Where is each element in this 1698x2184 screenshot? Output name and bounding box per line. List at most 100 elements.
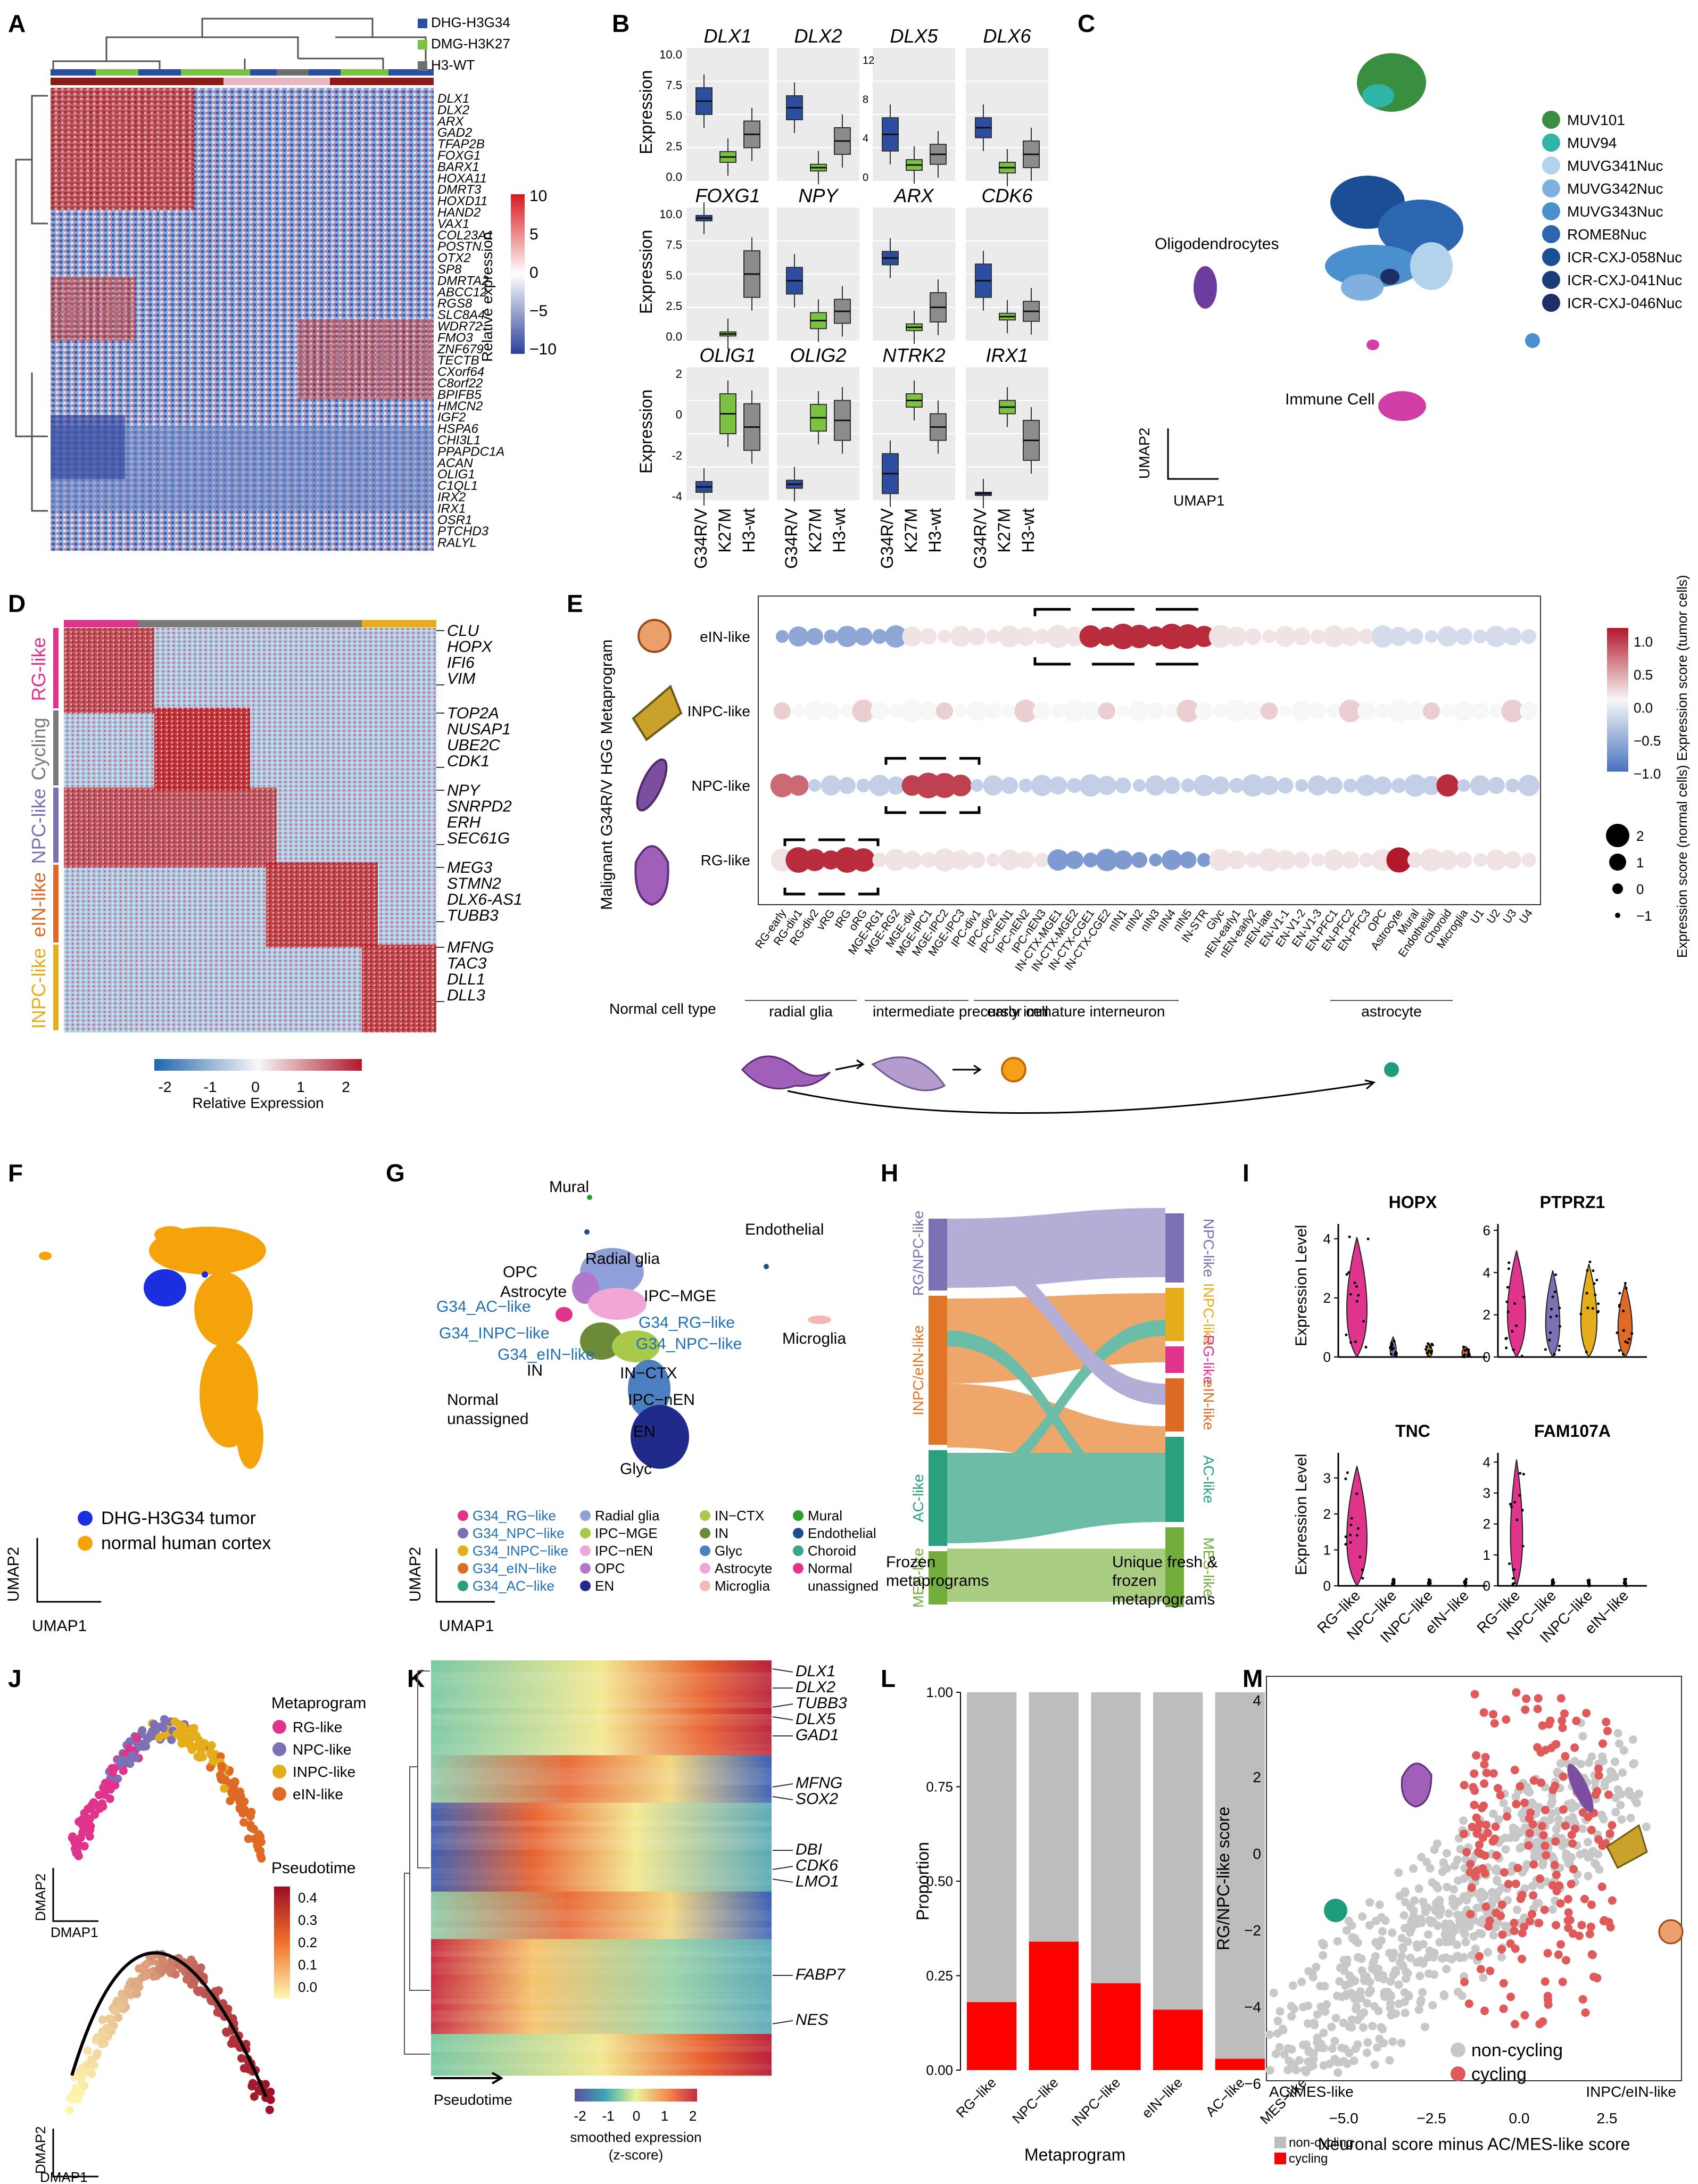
- k-heat-row: [431, 2069, 772, 2076]
- violin-point: [1355, 1492, 1359, 1495]
- dot: [1455, 628, 1472, 645]
- m-point-cycling: [1599, 1916, 1608, 1925]
- m-point-noncycling: [1442, 1849, 1451, 1858]
- dot: [770, 773, 794, 798]
- dot: [840, 704, 854, 718]
- dot: [822, 702, 840, 719]
- violin-point: [1585, 1350, 1588, 1353]
- umap-axes: [1167, 428, 1219, 480]
- m-point-cycling: [1603, 1726, 1612, 1735]
- violin-point: [1553, 1290, 1556, 1294]
- m-point-cycling: [1543, 1991, 1552, 2000]
- violin-point: [1586, 1579, 1589, 1582]
- violin-point: [1356, 1527, 1360, 1530]
- legend-wt: H3-WT: [431, 57, 475, 73]
- marker-gene: ERH: [447, 814, 481, 831]
- size-legend-tick: −1: [1636, 908, 1652, 924]
- m-point-noncycling: [1548, 1905, 1557, 1914]
- marker-gene: TUBB3: [447, 907, 499, 924]
- alluvial-labels: RG/NPC-like INPC/eIN-like AC-like MES-like N…: [910, 1211, 1217, 1608]
- m-point-noncycling: [1618, 1768, 1627, 1777]
- dot: [1441, 705, 1454, 717]
- violin-point: [1349, 1341, 1353, 1344]
- k-heat-row: [431, 1785, 772, 1791]
- g-label-normal-line1: Normal: [447, 1391, 499, 1409]
- m-point-cycling: [1535, 1874, 1544, 1883]
- b-group-label: G34R/V: [691, 508, 710, 568]
- m-point-cycling: [1568, 1839, 1577, 1848]
- violin-point: [1521, 1509, 1524, 1512]
- k-gene-label: DLX2: [796, 1678, 835, 1696]
- m-point-cycling: [1548, 1785, 1558, 1794]
- colorbar-tick: 0: [529, 264, 539, 282]
- dot: [1520, 702, 1538, 720]
- g-legend-normal-line2: unassigned: [808, 1578, 879, 1594]
- dot: [1110, 624, 1136, 649]
- dot: [1277, 777, 1294, 793]
- k-heat-row: [431, 1974, 772, 1981]
- j-cell-point: [135, 1742, 144, 1751]
- k-heat-row: [431, 1802, 772, 1809]
- dot: [1436, 774, 1459, 797]
- dot: [1175, 624, 1200, 649]
- g-legend-item: Glyc: [715, 1543, 742, 1559]
- m-y-tick: −4: [1244, 1999, 1261, 2015]
- dot: [854, 627, 873, 646]
- j-cell-point: [189, 1724, 198, 1733]
- k-heat-row: [431, 1708, 772, 1714]
- m-point-cycling: [1518, 1890, 1527, 1899]
- m-point-noncycling: [1304, 2047, 1313, 2056]
- panel-a: DHG-H3G34 DMG-H3K27 H3-WT DLX1DLX2ARXGAD…: [15, 14, 557, 551]
- dot: [1356, 775, 1377, 796]
- d-colorbar-tick: -2: [159, 1079, 172, 1095]
- m-point-cycling: [1567, 1880, 1576, 1889]
- j-legend-title: Metaprogram: [271, 1694, 366, 1712]
- violin-point: [1355, 1534, 1359, 1537]
- dot: [954, 705, 967, 717]
- g-legend-item: Radial glia: [595, 1508, 660, 1524]
- k-heat-row: [431, 1702, 772, 1708]
- violin-point: [1558, 1306, 1561, 1310]
- m-point-noncycling: [1424, 1969, 1434, 1978]
- m-axes: −5.0 −2.5 0.0 2.5 4 2 0 −2 −4 −6: [1244, 1692, 1617, 2127]
- legend-sample: ROME8Nuc: [1567, 226, 1646, 243]
- dot: [1391, 778, 1406, 793]
- j-pseudotime-tick: 0.2: [298, 1934, 317, 1950]
- marker-gene: SNRPD2: [447, 798, 512, 815]
- j-pseudotime-ticks: 0.4 0.3 0.2 0.1 0.0: [298, 1890, 317, 1995]
- m-point-noncycling: [1342, 1991, 1351, 2000]
- m-point-noncycling: [1449, 1885, 1458, 1894]
- g-legend-swatch: [458, 1581, 468, 1591]
- m-point-cycling: [1535, 1918, 1544, 1927]
- m-point-noncycling: [1438, 1954, 1447, 1963]
- l-y-tick: 0.75: [926, 1779, 953, 1795]
- m-point-cycling: [1597, 1882, 1606, 1891]
- m-point-noncycling: [1265, 2030, 1274, 2039]
- dot: [1405, 701, 1425, 721]
- k-heat-row: [431, 1773, 772, 1780]
- j-pseudotime-point: [110, 2006, 119, 2015]
- violin-point: [1430, 1352, 1433, 1355]
- dot: [1341, 851, 1360, 869]
- g-cluster-label: IPC−MGE: [644, 1287, 716, 1305]
- dot: [1244, 628, 1262, 645]
- violin-point: [1623, 1580, 1626, 1583]
- dot: [1209, 849, 1232, 871]
- program-bar: [53, 865, 59, 942]
- gene-label: BARX1: [437, 160, 479, 174]
- j-cell-point: [172, 1730, 181, 1739]
- m-point-noncycling: [1371, 1952, 1380, 1961]
- m-point-noncycling: [1617, 1815, 1626, 1824]
- m-point-noncycling: [1418, 1988, 1427, 1997]
- violin-point: [1361, 1577, 1364, 1580]
- y-tick: 2: [676, 367, 682, 380]
- m-point-cycling: [1470, 1690, 1479, 1699]
- y-tick: 2.5: [666, 300, 682, 313]
- gene-label: RALYL: [437, 536, 477, 550]
- program-label: eIN-like: [28, 872, 49, 937]
- dot: [1323, 849, 1345, 871]
- m-point-cycling: [1548, 1881, 1557, 1890]
- violin-point: [1558, 1344, 1561, 1347]
- m-point-noncycling: [1341, 1981, 1350, 1990]
